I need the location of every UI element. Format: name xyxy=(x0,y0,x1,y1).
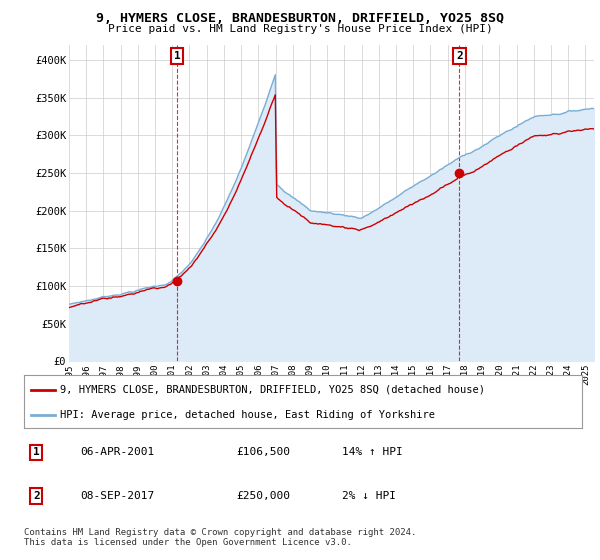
Text: 06-APR-2001: 06-APR-2001 xyxy=(80,447,154,458)
Text: 2: 2 xyxy=(33,491,40,501)
Text: Contains HM Land Registry data © Crown copyright and database right 2024.
This d: Contains HM Land Registry data © Crown c… xyxy=(24,528,416,547)
Text: 9, HYMERS CLOSE, BRANDESBURTON, DRIFFIELD, YO25 8SQ: 9, HYMERS CLOSE, BRANDESBURTON, DRIFFIEL… xyxy=(96,12,504,25)
Text: 1: 1 xyxy=(33,447,40,458)
Text: Price paid vs. HM Land Registry's House Price Index (HPI): Price paid vs. HM Land Registry's House … xyxy=(107,24,493,34)
Text: 08-SEP-2017: 08-SEP-2017 xyxy=(80,491,154,501)
Text: HPI: Average price, detached house, East Riding of Yorkshire: HPI: Average price, detached house, East… xyxy=(60,410,435,420)
Text: £250,000: £250,000 xyxy=(236,491,290,501)
Text: 2: 2 xyxy=(456,51,463,61)
Text: £106,500: £106,500 xyxy=(236,447,290,458)
Text: 2% ↓ HPI: 2% ↓ HPI xyxy=(342,491,396,501)
Text: 9, HYMERS CLOSE, BRANDESBURTON, DRIFFIELD, YO25 8SQ (detached house): 9, HYMERS CLOSE, BRANDESBURTON, DRIFFIEL… xyxy=(60,385,485,395)
Text: 1: 1 xyxy=(173,51,181,61)
Text: 14% ↑ HPI: 14% ↑ HPI xyxy=(342,447,403,458)
